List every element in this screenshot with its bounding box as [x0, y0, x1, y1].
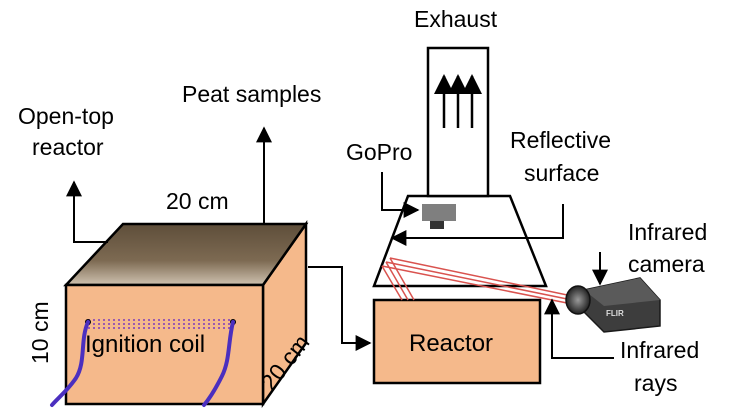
- reflective-surface-label-line2: surface: [524, 160, 599, 186]
- coil-wire-left: [50, 320, 90, 407]
- infrared-rays-pointer-elbow: [551, 345, 614, 359]
- camera-top: [584, 278, 660, 306]
- infrared-camera: FLIR: [565, 277, 661, 333]
- gopro-base: [430, 221, 444, 229]
- gopro-label: GoPro: [346, 139, 412, 165]
- peat-top-surface: [63, 222, 309, 287]
- gopro-body: [422, 204, 456, 221]
- exhaust-label: Exhaust: [414, 6, 498, 32]
- open-top-reactor-box: Ignition coil: [50, 220, 309, 408]
- peat-samples-label: Peat samples: [182, 81, 321, 107]
- dimension-top-label: 20 cm: [166, 188, 229, 214]
- infrared-rays-label-line2: rays: [634, 370, 677, 396]
- exhaust-hood: [372, 46, 548, 288]
- infrared-rays: [381, 257, 573, 305]
- infrared-camera-label-line2: camera: [628, 251, 705, 277]
- open-top-reactor-label-line2: reactor: [32, 134, 104, 160]
- camera-brand-logo: FLIR: [606, 309, 624, 318]
- gopro-pointer: [381, 172, 420, 218]
- reactor-box: [372, 298, 542, 385]
- coil-wire-right: [202, 320, 235, 407]
- open-top-reactor-label-line1: Open-top: [18, 103, 114, 129]
- ignition-coil-label: Ignition coil: [85, 331, 205, 358]
- gopro-camera: [422, 204, 456, 229]
- infrared-camera-label-line1: Infrared: [628, 219, 707, 245]
- reactor-label: Reactor: [409, 330, 493, 357]
- dimension-height-label: 10 cm: [27, 301, 53, 364]
- camera-lens: [565, 285, 591, 315]
- infrared-rays-label-line1: Infrared: [620, 337, 699, 363]
- reflective-surface-label-line1: Reflective: [510, 127, 611, 153]
- reflective-surface-pointer: [390, 204, 564, 246]
- open-top-reactor-pointer: [66, 180, 108, 243]
- box-to-reactor-connector: [308, 266, 372, 351]
